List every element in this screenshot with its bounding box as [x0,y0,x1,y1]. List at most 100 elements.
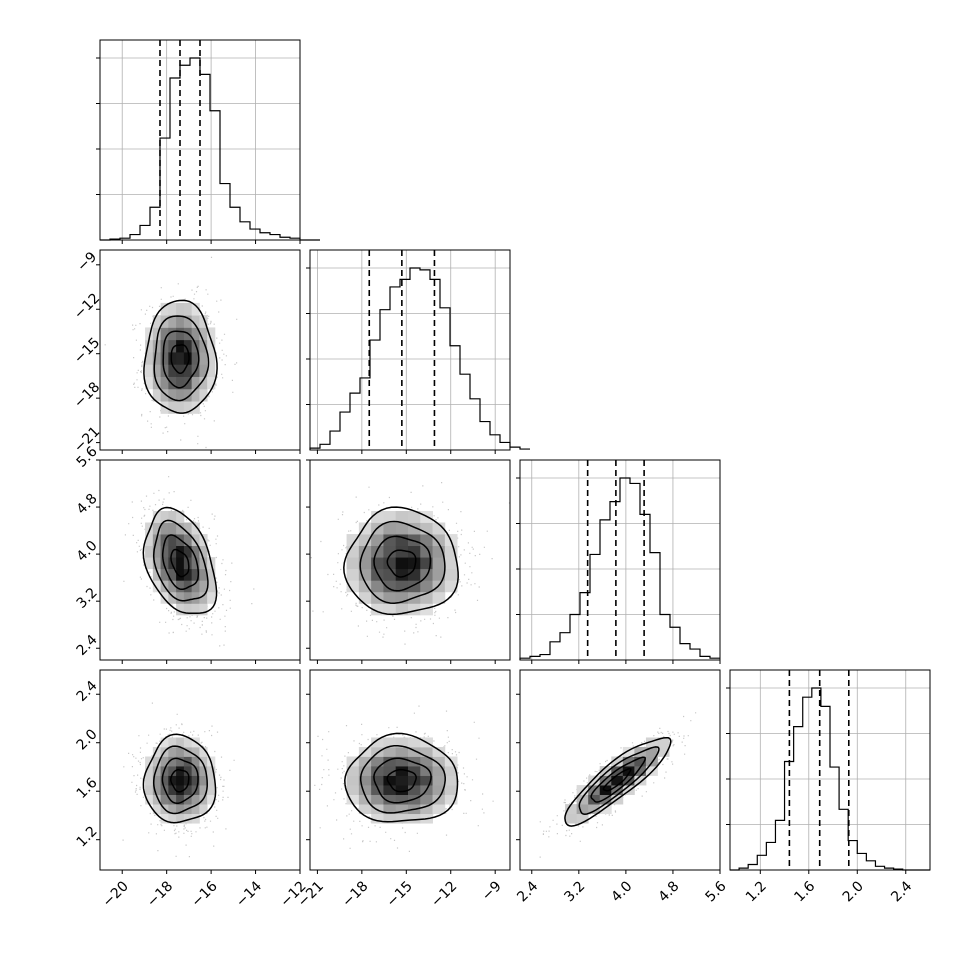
density-cell [160,510,169,523]
density-cell [183,568,193,581]
density-cell [160,302,169,316]
density-cell [371,603,384,616]
scatter-panel-3-1 [306,669,511,874]
density-cell [191,352,200,365]
histogram-step [309,267,530,450]
density-cell [383,766,397,776]
density-cell [199,557,208,570]
density-cell [160,352,169,365]
contour-line [373,757,432,804]
contour-line [170,769,190,793]
density-cell [432,746,446,757]
density-cell [152,364,162,377]
density-cell [168,775,177,786]
density-cell [383,775,397,786]
density-cell [183,737,193,748]
density-cell [168,315,177,328]
density-cell [371,510,384,523]
density-cell [420,545,433,558]
hist-panel-1 [306,249,530,454]
density-cell [588,804,601,815]
density-cell [371,785,384,795]
density-cell [346,785,360,795]
density-cell [358,568,372,581]
density-cell [346,534,360,547]
density-cell [176,580,185,593]
density-cell [176,510,185,523]
density-cell [176,339,185,353]
x-tick-label: −14 [233,878,265,910]
density-cell [168,302,177,316]
density-cell [191,568,200,581]
density-cell [383,591,397,604]
density-cell [395,545,409,558]
density-cell [407,756,421,767]
density-cell [183,580,193,593]
density-cell [176,327,185,341]
density-cell [432,534,446,547]
density-cell [183,603,193,616]
density-cell [160,813,169,824]
density-cell [176,352,185,365]
contour-line [162,330,200,389]
density-cell [444,580,458,593]
y-tick-label: 2.4 [74,632,101,659]
density-cell [432,794,446,805]
density-cell [657,746,670,757]
density-cell [176,737,185,748]
density-cell [145,794,154,805]
density-cell [191,315,200,328]
panel-content [122,702,235,858]
density-cell [599,804,612,815]
x-tick-label: −9 [479,878,505,904]
density-cell [176,522,185,535]
density-cell [358,785,372,795]
density-cell [145,534,154,547]
y-tick-label: 3.2 [74,585,101,612]
panel-bg [310,250,510,450]
panel-frame [519,669,721,871]
density-cell [407,510,421,523]
x-tick-label: −18 [144,878,176,910]
density-cell [199,376,208,390]
density-cell [346,775,360,786]
density-cell [565,813,578,824]
contour-line [590,756,646,803]
density-cell [622,766,635,776]
density-cell [395,775,409,786]
density-cell [183,785,193,795]
density-cell [444,785,458,795]
density-cell [207,339,216,353]
density-cell [358,545,372,558]
density-cell [199,591,208,604]
density-cell [168,522,177,535]
y-tick-label: 2.0 [74,726,101,753]
density-cell [407,580,421,593]
density-cell [207,785,216,795]
density-cell [176,302,185,316]
x-tick-label: 4.0 [608,878,635,905]
density-cell [611,775,624,786]
density-cell [383,534,397,547]
density-cell [145,775,154,786]
density-cell [444,775,458,786]
density-cell [358,794,372,805]
density-cell [395,794,409,805]
density-cell [407,557,421,570]
histogram-step [730,687,930,871]
density-cell [371,794,384,805]
density-cell [152,746,162,757]
density-cell [432,545,446,558]
contour-line [143,299,218,414]
density-cell [160,557,169,570]
density-cell [407,775,421,786]
density-cell [420,756,433,767]
density-cell [145,756,154,767]
density-cell [371,756,384,767]
density-cell [588,775,601,786]
density-cell [176,775,185,786]
density-cell [383,794,397,805]
density-cell [160,522,169,535]
panel-frame [99,459,301,661]
